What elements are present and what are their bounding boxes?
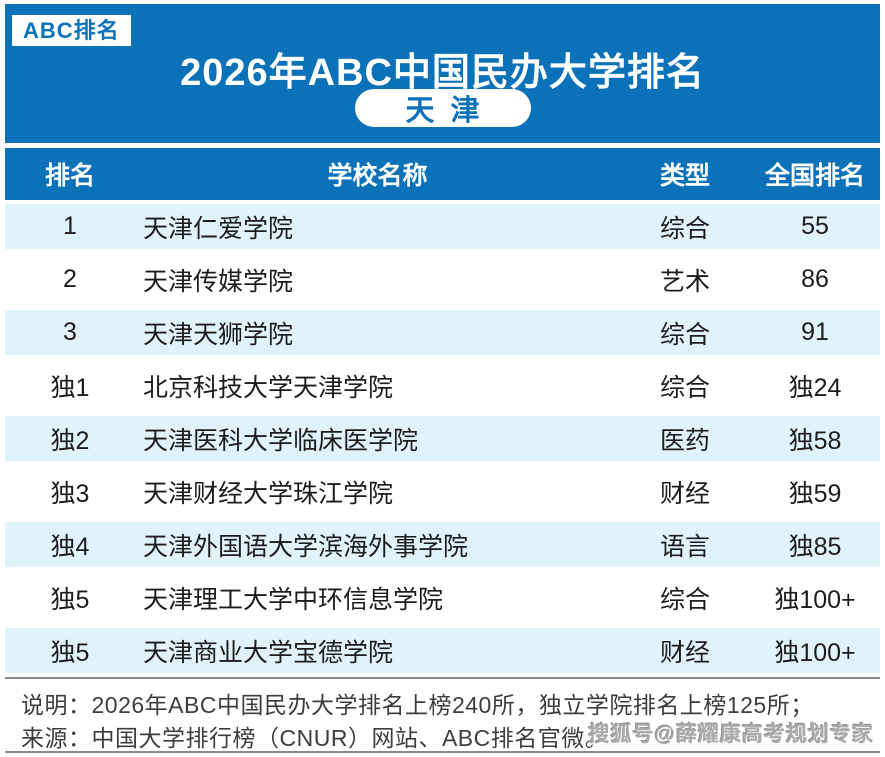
- school-name-cell: 天津财经大学珠江学院: [143, 479, 394, 508]
- rank-cell: 独2: [50, 426, 90, 455]
- school-name-cell: 天津天狮学院: [143, 320, 294, 349]
- national-rank-cell: 独58: [788, 426, 842, 455]
- table-row: 3 天津天狮学院 综合 91: [5, 306, 880, 359]
- abc-ranking-badge: ABC排名: [12, 15, 131, 46]
- column-header-type: 类型: [659, 162, 710, 190]
- school-name-cell: 北京科技大学天津学院: [143, 373, 394, 402]
- footer-note-line: 说明：2026年ABC中国民办大学排名上榜240所，独立学院排名上榜125所；: [21, 692, 814, 718]
- school-name-cell: 天津传媒学院: [143, 267, 294, 296]
- school-name-cell: 天津仁爱学院: [143, 214, 294, 243]
- column-header-school: 学校名称: [327, 162, 428, 190]
- national-rank-cell: 91: [801, 318, 829, 346]
- rank-cell: 1: [63, 212, 77, 240]
- table-header-row: 排名 学校名称 类型 全国排名: [5, 148, 880, 200]
- table-row: 独5 天津商业大学宝德学院 财经 独100+: [5, 624, 880, 677]
- school-name-cell: 天津外国语大学滨海外事学院: [143, 532, 469, 561]
- national-rank-cell: 86: [801, 265, 829, 293]
- table-row: 2 天津传媒学院 艺术 86: [5, 253, 880, 306]
- table-row: 独3 天津财经大学珠江学院 财经 独59: [5, 465, 880, 518]
- rank-cell: 独4: [50, 532, 90, 561]
- footer-source-line: 来源：中国大学排行榜（CNUR）网站、ABC排名官微。: [21, 725, 609, 751]
- rank-cell: 独5: [50, 638, 90, 667]
- region-pill: 天津: [354, 89, 531, 127]
- national-rank-cell: 55: [801, 212, 829, 240]
- rank-cell: 2: [63, 265, 77, 293]
- footer: 说明：2026年ABC中国民办大学排名上榜240所，独立学院排名上榜125所； …: [5, 677, 880, 753]
- page-title: 2026年ABC中国民办大学排名: [180, 52, 705, 94]
- type-cell: 综合: [659, 373, 710, 402]
- type-cell: 综合: [659, 214, 710, 243]
- column-header-national-rank: 全国排名: [764, 162, 865, 190]
- header-banner: ABC排名 2026年ABC中国民办大学排名 天津: [5, 4, 880, 143]
- national-rank-cell: 独24: [788, 373, 842, 402]
- national-rank-cell: 独85: [788, 532, 842, 561]
- table-body: 1 天津仁爱学院 综合 55 2 天津传媒学院 艺术 86 3 天津天狮学院 综…: [5, 200, 880, 677]
- table-row: 1 天津仁爱学院 综合 55: [5, 200, 880, 253]
- school-name-cell: 天津医科大学临床医学院: [143, 426, 419, 455]
- national-rank-cell: 独59: [788, 479, 842, 508]
- type-cell: 语言: [659, 532, 710, 561]
- table-row: 独5 天津理工大学中环信息学院 综合 独100+: [5, 571, 880, 624]
- national-rank-cell: 独100+: [774, 585, 856, 614]
- table-row: 独2 天津医科大学临床医学院 医药 独58: [5, 412, 880, 465]
- watermark: 搜狐号@薛耀康高考规划专家: [588, 723, 874, 746]
- type-cell: 综合: [659, 320, 710, 349]
- table-row: 独1 北京科技大学天津学院 综合 独24: [5, 359, 880, 412]
- national-rank-cell: 独100+: [774, 638, 856, 667]
- type-cell: 财经: [659, 479, 710, 508]
- type-cell: 财经: [659, 638, 710, 667]
- type-cell: 艺术: [659, 267, 710, 296]
- table-row: 独4 天津外国语大学滨海外事学院 语言 独85: [5, 518, 880, 571]
- rank-cell: 独1: [50, 373, 90, 402]
- rank-cell: 3: [63, 318, 77, 346]
- rank-cell: 独5: [50, 585, 90, 614]
- type-cell: 医药: [659, 426, 710, 455]
- type-cell: 综合: [659, 585, 710, 614]
- school-name-cell: 天津理工大学中环信息学院: [143, 585, 444, 614]
- column-header-rank: 排名: [44, 162, 95, 190]
- school-name-cell: 天津商业大学宝德学院: [143, 638, 394, 667]
- rank-cell: 独3: [50, 479, 90, 508]
